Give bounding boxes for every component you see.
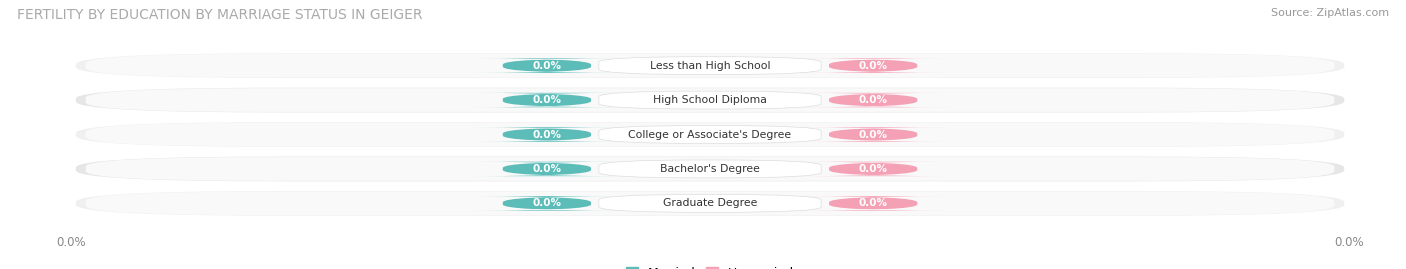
Text: 0.0%: 0.0%	[859, 95, 887, 105]
Text: 0.0%: 0.0%	[533, 164, 561, 174]
FancyBboxPatch shape	[474, 196, 620, 211]
Text: 0.0%: 0.0%	[1334, 236, 1364, 249]
FancyBboxPatch shape	[599, 126, 821, 143]
Text: 0.0%: 0.0%	[859, 129, 887, 140]
FancyBboxPatch shape	[800, 196, 946, 211]
FancyBboxPatch shape	[599, 57, 821, 75]
FancyBboxPatch shape	[800, 127, 946, 142]
FancyBboxPatch shape	[86, 192, 1334, 215]
FancyBboxPatch shape	[474, 162, 620, 176]
FancyBboxPatch shape	[86, 88, 1334, 112]
FancyBboxPatch shape	[474, 93, 620, 107]
FancyBboxPatch shape	[86, 54, 1334, 77]
Text: 0.0%: 0.0%	[56, 236, 86, 249]
FancyBboxPatch shape	[800, 93, 946, 107]
FancyBboxPatch shape	[599, 91, 821, 109]
Text: 0.0%: 0.0%	[533, 198, 561, 208]
FancyBboxPatch shape	[76, 157, 1344, 181]
FancyBboxPatch shape	[86, 157, 1334, 181]
FancyBboxPatch shape	[474, 58, 620, 73]
Text: High School Diploma: High School Diploma	[654, 95, 766, 105]
FancyBboxPatch shape	[76, 53, 1344, 78]
Text: Bachelor's Degree: Bachelor's Degree	[659, 164, 761, 174]
FancyBboxPatch shape	[474, 127, 620, 142]
Text: College or Associate's Degree: College or Associate's Degree	[628, 129, 792, 140]
Text: Less than High School: Less than High School	[650, 61, 770, 71]
Text: 0.0%: 0.0%	[533, 129, 561, 140]
FancyBboxPatch shape	[76, 122, 1344, 147]
Legend: Married, Unmarried: Married, Unmarried	[626, 267, 794, 269]
Text: 0.0%: 0.0%	[859, 61, 887, 71]
Text: FERTILITY BY EDUCATION BY MARRIAGE STATUS IN GEIGER: FERTILITY BY EDUCATION BY MARRIAGE STATU…	[17, 8, 422, 22]
Text: Source: ZipAtlas.com: Source: ZipAtlas.com	[1271, 8, 1389, 18]
FancyBboxPatch shape	[599, 160, 821, 178]
FancyBboxPatch shape	[800, 58, 946, 73]
Text: 0.0%: 0.0%	[859, 164, 887, 174]
Text: 0.0%: 0.0%	[859, 198, 887, 208]
Text: Graduate Degree: Graduate Degree	[662, 198, 758, 208]
FancyBboxPatch shape	[599, 194, 821, 212]
FancyBboxPatch shape	[800, 162, 946, 176]
Text: 0.0%: 0.0%	[533, 95, 561, 105]
Text: 0.0%: 0.0%	[533, 61, 561, 71]
FancyBboxPatch shape	[76, 88, 1344, 112]
FancyBboxPatch shape	[86, 123, 1334, 146]
FancyBboxPatch shape	[76, 191, 1344, 216]
